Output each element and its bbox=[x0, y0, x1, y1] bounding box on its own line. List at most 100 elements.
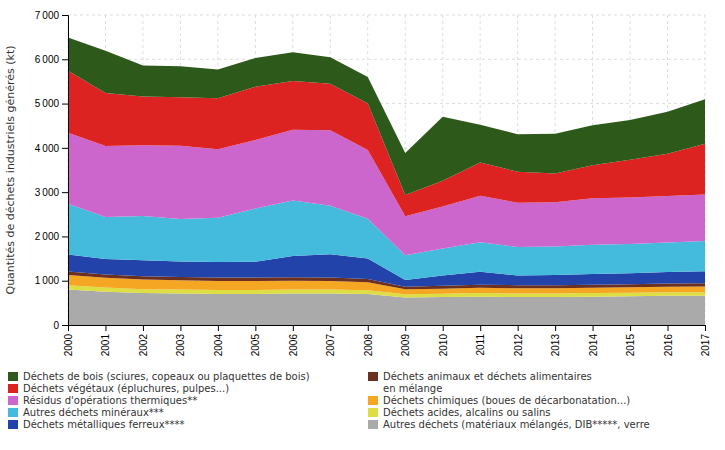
tick: 2004 bbox=[213, 325, 224, 356]
tick-mark bbox=[368, 325, 369, 331]
tick-label: 3 000 bbox=[35, 187, 60, 198]
tick-label: 2011 bbox=[475, 334, 486, 356]
tick-mark bbox=[555, 325, 556, 331]
tick: 2016 bbox=[663, 325, 674, 356]
tick: 2007 bbox=[325, 325, 336, 356]
tick-mark bbox=[68, 325, 69, 331]
chart: 0 1 000 2 000 3 000 4 000 5 000 6 000 7 000 2000… bbox=[0, 0, 725, 450]
tick-label: 2014 bbox=[588, 334, 599, 357]
tick-mark bbox=[443, 325, 444, 331]
tick-mark bbox=[62, 281, 68, 282]
tick-label: 2017 bbox=[700, 334, 711, 357]
legend-label: Autres déchets minéraux*** bbox=[23, 407, 164, 418]
tick: 2010 bbox=[438, 325, 449, 356]
areas bbox=[68, 38, 705, 325]
tick-mark bbox=[630, 325, 631, 331]
plot: 0 1 000 2 000 3 000 4 000 5 000 6 000 7 000 2000… bbox=[4, 10, 711, 357]
legend-swatch bbox=[8, 408, 18, 417]
tick-label: 1 000 bbox=[35, 275, 60, 286]
tick: 6 000 bbox=[35, 54, 68, 65]
tick-label: 2012 bbox=[513, 334, 524, 357]
legend-swatch bbox=[8, 384, 18, 393]
tick-mark bbox=[330, 325, 331, 331]
y-axis-title: Quantités de déchets industriels générés… bbox=[4, 45, 17, 294]
tick: 2013 bbox=[550, 325, 561, 356]
tick-label: 2006 bbox=[288, 334, 299, 357]
tick-label: 2008 bbox=[363, 334, 374, 357]
tick-label: 2001 bbox=[100, 334, 111, 357]
tick: 2003 bbox=[175, 325, 186, 356]
tick: 5 000 bbox=[35, 98, 68, 109]
legend-label: Déchets chimiques (boues de décarbonatat… bbox=[383, 395, 630, 406]
tick: 2006 bbox=[288, 325, 299, 356]
tick: 2012 bbox=[513, 325, 524, 356]
tick-mark bbox=[480, 325, 481, 331]
legend-item: Déchets animaux et déchets alimentairese… bbox=[368, 371, 592, 394]
tick-label: 2013 bbox=[550, 334, 561, 357]
tick-mark bbox=[180, 325, 181, 331]
area bbox=[68, 38, 705, 195]
legend-swatch bbox=[368, 372, 378, 381]
legend-label: Déchets végétaux (épluchures, pulpes...) bbox=[23, 383, 229, 394]
legend-swatch bbox=[8, 396, 18, 405]
legend-swatch bbox=[368, 420, 378, 429]
tick-label: 7 000 bbox=[35, 10, 60, 21]
tick-label: 2007 bbox=[325, 334, 336, 357]
legend-item: Déchets chimiques (boues de décarbonatat… bbox=[368, 395, 630, 406]
legend-swatch bbox=[368, 396, 378, 405]
tick: 1 000 bbox=[35, 275, 68, 286]
tick-mark bbox=[668, 325, 669, 331]
legend-swatch bbox=[8, 420, 18, 429]
legend-item: Autres déchets (matériaux mélangés, DIB*… bbox=[368, 419, 650, 430]
tick: 2002 bbox=[138, 325, 149, 356]
tick-label: 2003 bbox=[175, 334, 186, 357]
grid-line-y bbox=[68, 59, 705, 60]
axis-line bbox=[69, 326, 706, 332]
tick: 7 000 bbox=[35, 10, 68, 21]
tick: 2015 bbox=[625, 325, 636, 356]
tick: 0 bbox=[53, 320, 68, 331]
tick-mark bbox=[218, 325, 219, 331]
tick-mark bbox=[255, 325, 256, 331]
y-axis: 0 1 000 2 000 3 000 4 000 5 000 6 000 7 000 bbox=[35, 10, 69, 331]
tick-mark bbox=[62, 104, 68, 105]
tick: 2 000 bbox=[35, 231, 68, 242]
legend-label: Déchets animaux et déchets alimentairese… bbox=[383, 371, 592, 394]
tick: 2008 bbox=[363, 325, 374, 356]
tick-mark bbox=[62, 59, 68, 60]
tick: 2011 bbox=[475, 325, 486, 356]
tick-mark bbox=[62, 192, 68, 193]
tick-mark bbox=[143, 325, 144, 331]
legend-item: Déchets métalliques ferreux**** bbox=[8, 419, 185, 430]
x-axis: 2000 2001 2002 2003 2004 2005 2006 2007 2008 2009… bbox=[63, 325, 711, 356]
tick-mark bbox=[62, 148, 68, 149]
legend-item: Déchets acides, alcalins ou salins bbox=[368, 407, 551, 418]
legend-item: Autres déchets minéraux*** bbox=[8, 407, 164, 418]
tick-label: 0 bbox=[53, 320, 59, 331]
tick-label: 4 000 bbox=[35, 143, 60, 154]
tick: 2005 bbox=[250, 325, 261, 356]
legend-label: Autres déchets (matériaux mélangés, DIB*… bbox=[383, 419, 650, 430]
tick-mark bbox=[62, 15, 68, 16]
tick-mark bbox=[405, 325, 406, 331]
legend-item: Résidus d'opérations thermiques** bbox=[8, 395, 197, 406]
tick-label: 2015 bbox=[625, 334, 636, 357]
legend-item: Déchets de bois (sciures, copeaux ou pla… bbox=[8, 371, 310, 382]
axis-line bbox=[62, 16, 69, 326]
tick-mark bbox=[62, 236, 68, 237]
tick: 4 000 bbox=[35, 143, 68, 154]
legend: Déchets de bois (sciures, copeaux ou pla… bbox=[8, 371, 650, 430]
tick-label: 5 000 bbox=[35, 98, 60, 109]
tick: 2000 bbox=[63, 325, 74, 356]
legend-swatch bbox=[8, 372, 18, 381]
tick-label: 2 000 bbox=[35, 231, 60, 242]
tick: 2009 bbox=[400, 325, 411, 356]
tick: 2014 bbox=[588, 325, 599, 356]
legend-label: Résidus d'opérations thermiques** bbox=[23, 395, 197, 406]
tick-mark bbox=[705, 325, 706, 331]
tick-label: 2005 bbox=[250, 334, 261, 357]
tick-mark bbox=[105, 325, 106, 331]
tick-label: 2010 bbox=[438, 334, 449, 357]
tick-mark bbox=[593, 325, 594, 331]
grid-line-y bbox=[68, 15, 705, 16]
